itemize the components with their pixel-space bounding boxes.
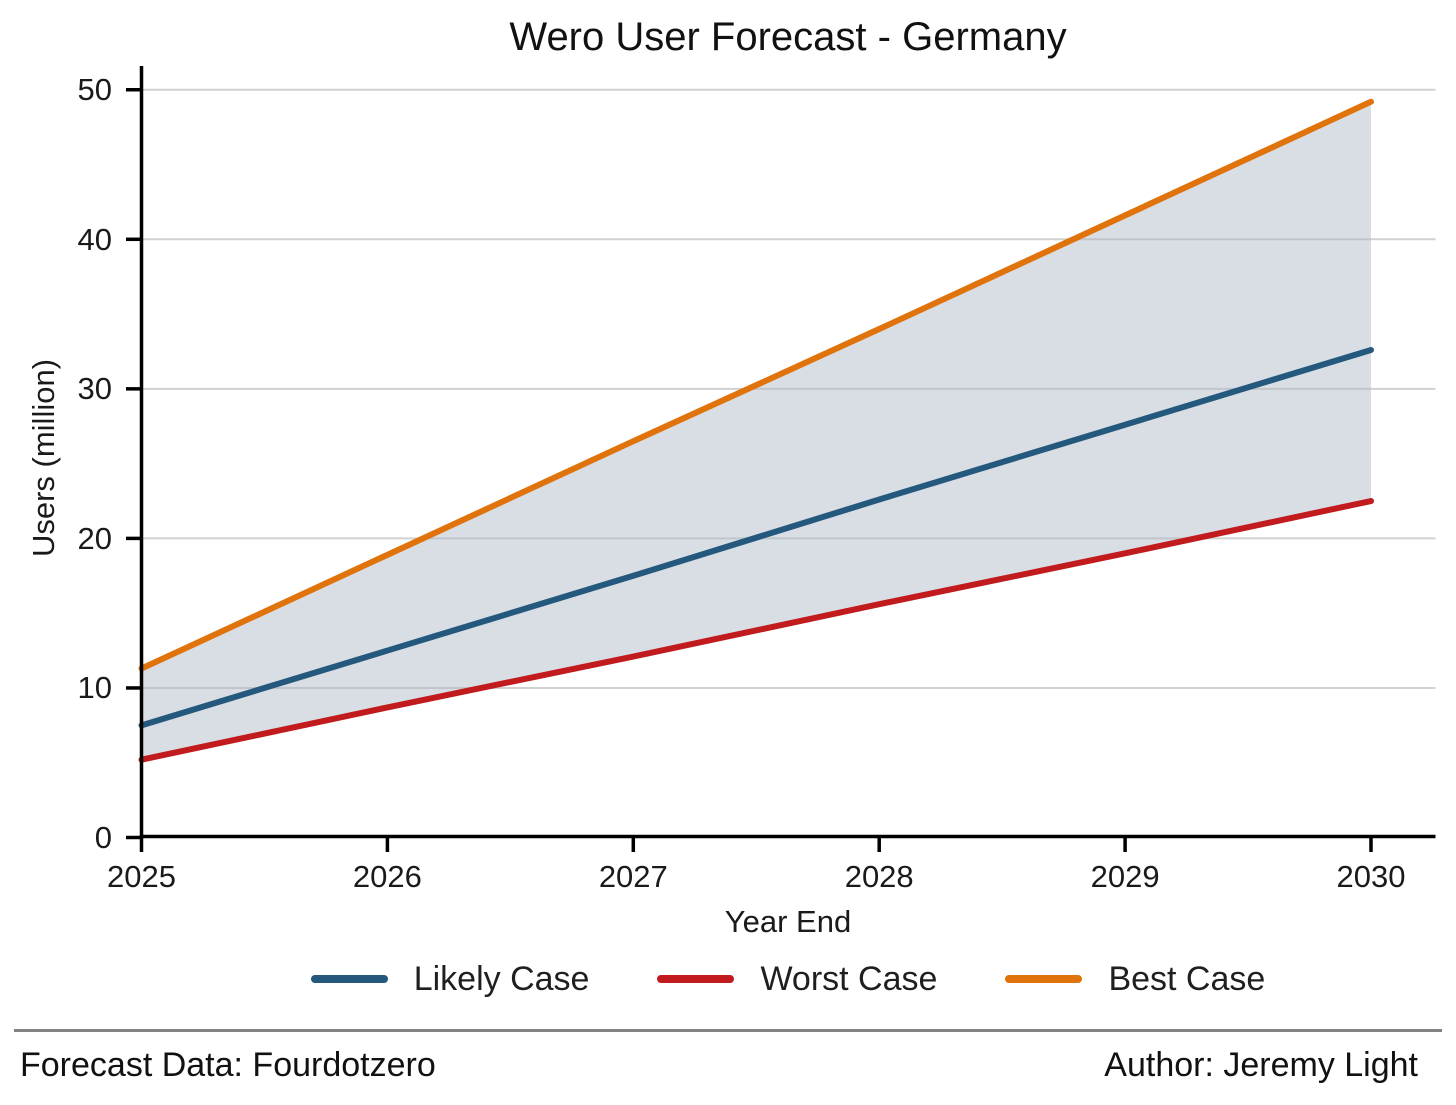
x-tick-label-2026: 2026 [352,859,422,894]
worst-case-swatch [657,975,735,983]
x-tick-label-2029: 2029 [1090,859,1160,894]
y-axis-title: Users (million) [26,358,61,558]
legend-label: Likely Case [413,959,590,998]
footer-divider [14,1029,1442,1032]
forecast-range-band [141,101,1371,760]
legend-item-best-case: Best Case [1005,960,1265,999]
legend-label: Best Case [1108,959,1266,998]
y-tick-label-0: 0 [94,820,112,855]
x-axis-title: Year End [724,904,852,939]
best-case-swatch [1005,975,1083,983]
footer-source-text: Forecast Data: Fourdotzero [20,1046,436,1084]
worst-case-line [138,498,1374,763]
likely-case-line [138,346,1374,729]
legend-item-likely-case: Likely Case [310,959,590,999]
y-tick-label-50: 50 [77,72,112,108]
y-tick-label-40: 40 [77,221,112,257]
x-tick-label-2025: 2025 [107,859,176,894]
x-tick-label-2027: 2027 [598,859,668,894]
legend: Likely Case Worst Case Best Case [141,957,1435,1001]
legend-label: Worst Case [760,959,938,998]
footer-author-text: Author: Jeremy Light [1104,1046,1418,1084]
chart-title: Wero User Forecast - Germany [509,15,1067,59]
y-tick-label-20: 20 [77,520,112,556]
likely-case-swatch [310,975,388,983]
x-tick-label-2030: 2030 [1336,859,1406,894]
best-case-line [138,98,1374,672]
x-tick-label-2028: 2028 [844,859,914,894]
y-tick-label-10: 10 [77,670,112,706]
y-tick-label-30: 30 [77,371,112,407]
legend-item-worst-case: Worst Case [657,960,937,999]
